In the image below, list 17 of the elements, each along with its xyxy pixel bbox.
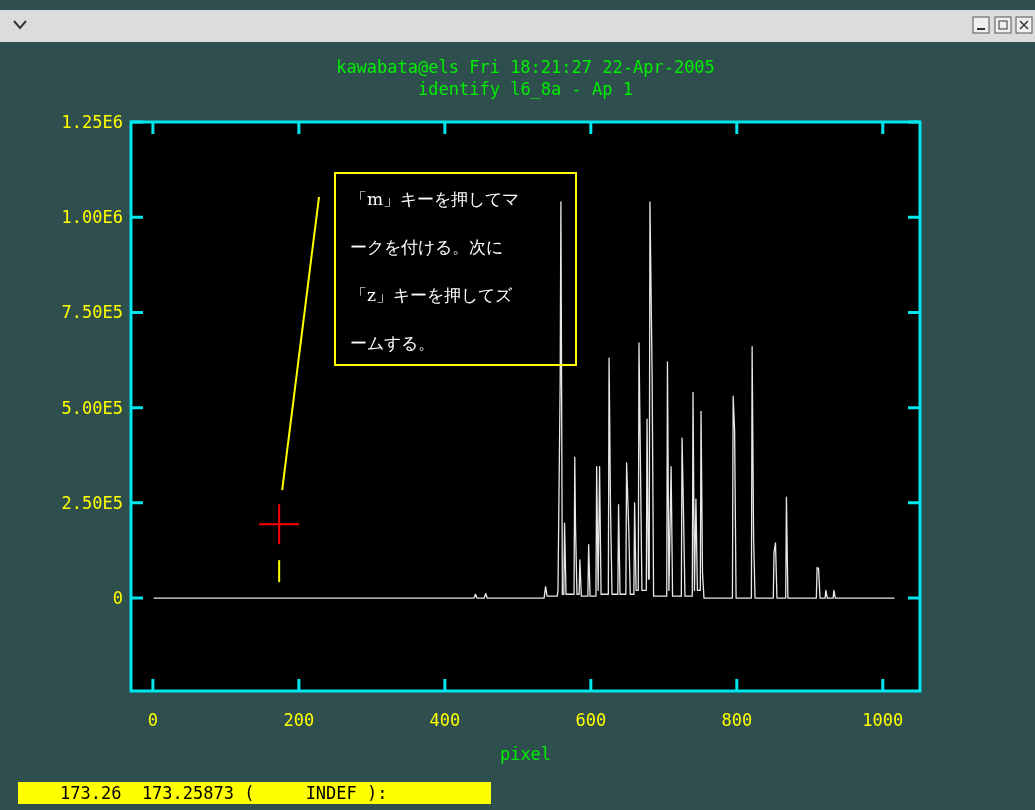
y-tick-label: 2.50E5 [61, 492, 123, 513]
text: 「m」キーを押してマークを付ける。次に「z」キーを押してズームする。 [350, 189, 520, 353]
chart-title: kawabata@els Fri 18:21:27 22-Apr-2005 [336, 57, 715, 77]
x-tick-label: 600 [575, 710, 607, 730]
x-tick-label: 200 [283, 710, 315, 730]
y-tick-label: 1.00E6 [61, 207, 123, 228]
x-tick-label: 800 [721, 710, 753, 730]
x-axis-title: pixel [499, 744, 552, 764]
x-tick-label: 1000 [862, 710, 904, 730]
y-tick-label: 1.25E6 [61, 112, 123, 132]
y-tick-label: 5.00E5 [61, 397, 123, 418]
text: 173.26 173.25873 ( INDEF ): [60, 783, 388, 803]
x-tick-label: 400 [429, 710, 461, 730]
y-tick-label: 0 [112, 588, 123, 609]
chart-subtitle: identify l6_8a - Ap 1 [418, 79, 633, 99]
y-tick-label: 7.50E5 [61, 302, 123, 323]
x-tick-label: 0 [147, 710, 159, 730]
